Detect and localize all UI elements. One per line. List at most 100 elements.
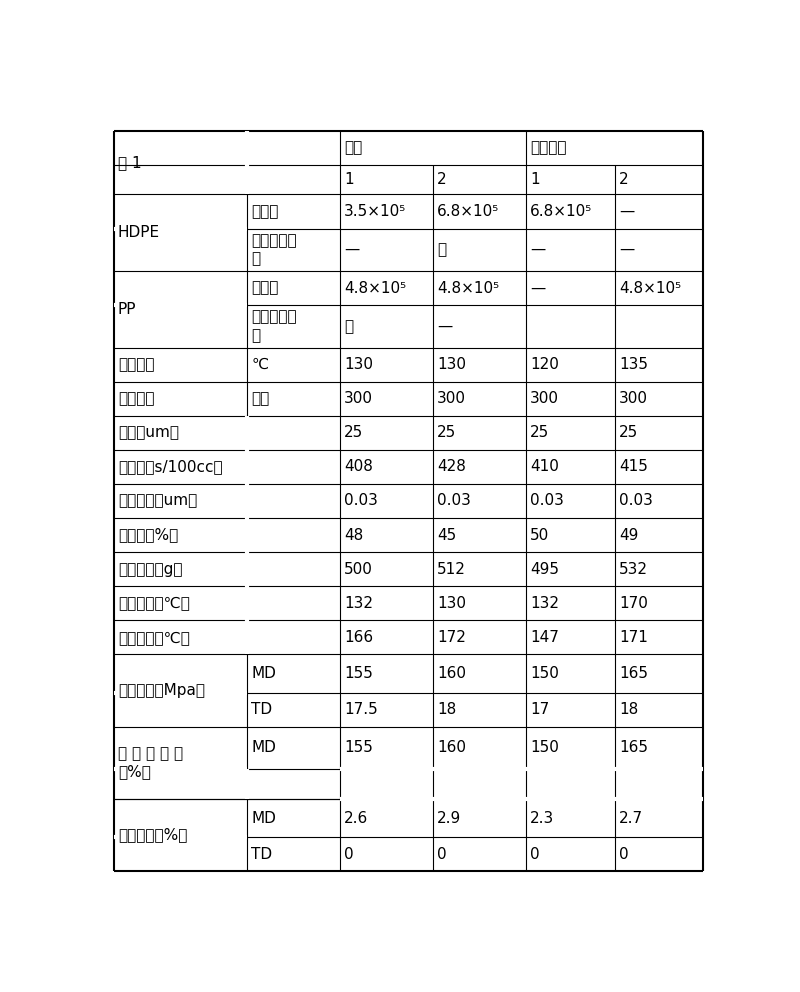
- Text: 是否加共聚
物: 是否加共聚 物: [251, 310, 297, 343]
- Text: 2.3: 2.3: [530, 810, 554, 825]
- Text: 25: 25: [437, 426, 456, 440]
- Text: MD: MD: [251, 810, 276, 825]
- Text: 分子量: 分子量: [251, 281, 278, 296]
- Text: 408: 408: [344, 459, 373, 474]
- Text: 6.8×10⁵: 6.8×10⁵: [530, 204, 592, 219]
- Text: TD: TD: [251, 847, 272, 862]
- Text: 热收缩性（%）: 热收缩性（%）: [118, 827, 187, 842]
- Text: 532: 532: [619, 561, 648, 576]
- Text: 132: 132: [530, 595, 559, 611]
- Text: —: —: [530, 242, 546, 257]
- Text: 166: 166: [344, 630, 374, 645]
- Text: 512: 512: [437, 561, 466, 576]
- Text: 132: 132: [344, 595, 373, 611]
- Text: 2.7: 2.7: [619, 810, 643, 825]
- Text: 1: 1: [530, 172, 540, 187]
- Text: 拉伸温度: 拉伸温度: [118, 357, 154, 372]
- Text: TD: TD: [251, 702, 272, 717]
- Text: 17.5: 17.5: [344, 702, 378, 717]
- Text: 平均孔径（um）: 平均孔径（um）: [118, 493, 197, 509]
- Text: 分子量: 分子量: [251, 204, 278, 219]
- Text: —: —: [619, 204, 634, 219]
- Text: —: —: [619, 242, 634, 257]
- Text: 171: 171: [619, 630, 648, 645]
- Text: 2: 2: [437, 172, 446, 187]
- Text: 300: 300: [619, 391, 648, 407]
- Text: 150: 150: [530, 666, 559, 681]
- Text: PP: PP: [118, 302, 136, 316]
- Text: 165: 165: [619, 740, 648, 755]
- Text: 2: 2: [619, 172, 629, 187]
- Text: 172: 172: [437, 630, 466, 645]
- Text: 0.03: 0.03: [344, 493, 378, 509]
- Text: 0.03: 0.03: [437, 493, 471, 509]
- Text: 透气率（s/100cc）: 透气率（s/100cc）: [118, 459, 222, 474]
- Text: 是: 是: [437, 242, 446, 257]
- Text: 孔隙率（%）: 孔隙率（%）: [118, 528, 178, 543]
- Text: 1: 1: [344, 172, 354, 187]
- Text: 4.8×10⁵: 4.8×10⁵: [344, 281, 406, 296]
- Text: 6.8×10⁵: 6.8×10⁵: [437, 204, 499, 219]
- Text: 495: 495: [530, 561, 559, 576]
- Text: 穿刺强度（g）: 穿刺强度（g）: [118, 561, 182, 576]
- Text: 拉伸倍数: 拉伸倍数: [118, 391, 154, 407]
- Text: 纵向: 纵向: [251, 391, 270, 407]
- Text: —: —: [344, 242, 359, 257]
- Text: 500: 500: [344, 561, 373, 576]
- Text: 18: 18: [619, 702, 638, 717]
- Text: 17: 17: [530, 702, 550, 717]
- Text: 300: 300: [437, 391, 466, 407]
- Text: 165: 165: [619, 666, 648, 681]
- Text: 断 裂 伸 长 率
（%）: 断 裂 伸 长 率 （%）: [118, 746, 183, 780]
- Text: 4.8×10⁵: 4.8×10⁵: [437, 281, 499, 296]
- Text: 155: 155: [344, 666, 373, 681]
- Text: 300: 300: [530, 391, 559, 407]
- Text: 例子: 例子: [344, 140, 362, 155]
- Text: MD: MD: [251, 740, 276, 755]
- Text: 对照例子: 对照例子: [530, 140, 566, 155]
- Text: 130: 130: [437, 595, 466, 611]
- Text: 表 1: 表 1: [118, 155, 142, 170]
- Text: 25: 25: [344, 426, 363, 440]
- Text: 拉伸强度（Mpa）: 拉伸强度（Mpa）: [118, 682, 205, 698]
- Text: 49: 49: [619, 528, 638, 543]
- Text: 2.9: 2.9: [437, 810, 462, 825]
- Text: 0: 0: [437, 847, 446, 862]
- Text: MD: MD: [251, 666, 276, 681]
- Text: 150: 150: [530, 740, 559, 755]
- Text: 0: 0: [619, 847, 629, 862]
- Text: —: —: [437, 318, 452, 334]
- Text: 0.03: 0.03: [530, 493, 564, 509]
- Text: 25: 25: [619, 426, 638, 440]
- Text: 3.5×10⁵: 3.5×10⁵: [344, 204, 406, 219]
- Text: 147: 147: [530, 630, 559, 645]
- Text: 0: 0: [530, 847, 540, 862]
- Text: 160: 160: [437, 740, 466, 755]
- Text: 0.03: 0.03: [619, 493, 653, 509]
- Text: 18: 18: [437, 702, 456, 717]
- Text: 415: 415: [619, 459, 648, 474]
- Text: 50: 50: [530, 528, 550, 543]
- Text: 428: 428: [437, 459, 466, 474]
- Text: HDPE: HDPE: [118, 225, 160, 240]
- Text: 130: 130: [437, 357, 466, 372]
- Text: 2.6: 2.6: [344, 810, 368, 825]
- Text: 0: 0: [344, 847, 354, 862]
- Text: ℃: ℃: [251, 357, 268, 372]
- Text: 48: 48: [344, 528, 363, 543]
- Text: 闭孔温度（℃）: 闭孔温度（℃）: [118, 595, 190, 611]
- Text: 破膜温度（℃）: 破膜温度（℃）: [118, 630, 190, 645]
- Text: 130: 130: [344, 357, 373, 372]
- Text: 410: 410: [530, 459, 559, 474]
- Text: 厚度（um）: 厚度（um）: [118, 426, 179, 440]
- Text: —: —: [530, 281, 546, 296]
- Text: 25: 25: [530, 426, 550, 440]
- Text: 是: 是: [344, 318, 354, 334]
- Text: 135: 135: [619, 357, 648, 372]
- Text: 4.8×10⁵: 4.8×10⁵: [619, 281, 682, 296]
- Text: 45: 45: [437, 528, 456, 543]
- Text: 是否加共聚
物: 是否加共聚 物: [251, 233, 297, 267]
- Text: 170: 170: [619, 595, 648, 611]
- Text: 155: 155: [344, 740, 373, 755]
- Text: 300: 300: [344, 391, 373, 407]
